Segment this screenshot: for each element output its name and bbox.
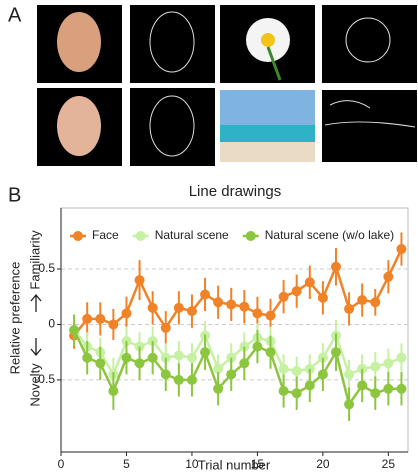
point xyxy=(370,297,381,308)
point xyxy=(213,363,224,374)
point xyxy=(291,286,302,297)
legend-marker xyxy=(73,231,83,241)
legend-marker xyxy=(245,231,256,241)
point xyxy=(186,352,197,363)
point xyxy=(213,297,224,308)
point xyxy=(173,302,184,313)
point xyxy=(147,352,158,363)
point xyxy=(160,322,171,333)
point xyxy=(344,303,355,314)
stimulus-images xyxy=(37,5,417,166)
point xyxy=(108,386,119,396)
arrow-down xyxy=(30,338,42,357)
point xyxy=(265,347,276,358)
point xyxy=(134,275,145,286)
point xyxy=(396,244,407,255)
point xyxy=(278,363,289,374)
point xyxy=(95,313,106,324)
point xyxy=(173,374,184,385)
point xyxy=(200,347,211,358)
legend-label: Natural scene (w/o lake) xyxy=(265,228,394,242)
point xyxy=(330,347,341,358)
y-axis-label: Relative preference xyxy=(7,262,22,375)
point xyxy=(226,369,237,380)
point xyxy=(82,313,93,324)
point xyxy=(370,388,381,399)
point xyxy=(239,301,250,312)
point xyxy=(291,366,302,377)
x-tick-label: 10 xyxy=(185,457,199,471)
point xyxy=(200,289,211,300)
legend-label: Natural scene xyxy=(155,228,229,242)
point xyxy=(265,310,276,321)
annotation: Novelty xyxy=(27,363,42,407)
x-tick-label: 15 xyxy=(251,457,265,471)
point xyxy=(383,271,394,282)
x-axis-label: Trial number xyxy=(198,457,271,472)
point xyxy=(357,295,368,306)
point xyxy=(108,319,119,330)
point xyxy=(121,352,132,363)
point xyxy=(252,341,263,352)
x-tick-label: 25 xyxy=(382,457,396,471)
face-drawing xyxy=(130,5,215,83)
legend-marker xyxy=(135,231,146,241)
point xyxy=(383,358,394,369)
chart-title: Line drawings xyxy=(189,183,282,200)
point xyxy=(304,380,315,391)
point xyxy=(226,299,237,310)
point xyxy=(186,374,197,385)
y-tick-label: 0.5 xyxy=(38,261,55,275)
point xyxy=(357,380,368,391)
point xyxy=(69,325,80,335)
y-tick-label: 0 xyxy=(48,317,55,331)
point xyxy=(95,358,106,369)
point xyxy=(344,369,355,380)
point xyxy=(239,358,250,369)
point xyxy=(396,383,407,394)
x-tick-label: 0 xyxy=(58,457,65,471)
point xyxy=(160,369,171,380)
point xyxy=(121,308,132,319)
point xyxy=(147,302,158,313)
point xyxy=(344,399,355,410)
face-drawing xyxy=(130,88,215,166)
point xyxy=(317,369,328,380)
point xyxy=(173,350,184,361)
point xyxy=(278,291,289,302)
flower-drawing xyxy=(322,5,417,83)
point xyxy=(330,261,341,272)
point xyxy=(134,358,145,369)
x-tick-label: 20 xyxy=(316,457,330,471)
point xyxy=(291,388,302,399)
point xyxy=(252,308,263,319)
panel-label: A xyxy=(8,4,22,26)
point xyxy=(370,361,381,372)
point xyxy=(82,352,93,363)
point xyxy=(396,352,407,363)
point xyxy=(278,386,289,396)
arrow-up xyxy=(30,293,42,312)
point xyxy=(383,383,394,394)
scene-drawing xyxy=(322,90,417,162)
legend-label: Face xyxy=(92,228,119,242)
point xyxy=(317,292,328,303)
annotation: Familiarity xyxy=(27,230,42,290)
point xyxy=(213,383,224,394)
panel-label: B xyxy=(8,184,21,206)
x-tick-label: 5 xyxy=(123,457,130,471)
series-line xyxy=(73,248,403,337)
point xyxy=(304,277,315,288)
point xyxy=(186,306,197,317)
y-tick-label: -0.5 xyxy=(34,372,55,386)
